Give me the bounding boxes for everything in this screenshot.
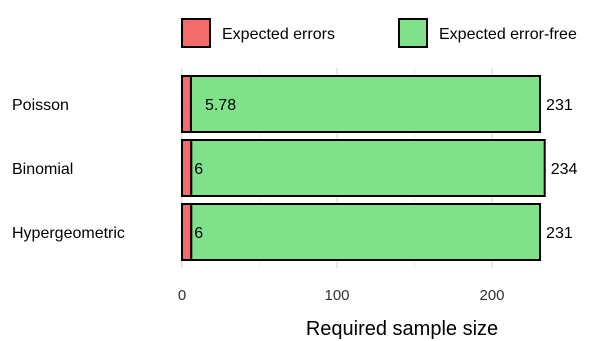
category-label: Poisson bbox=[12, 97, 69, 114]
x-tick-label: 100 bbox=[324, 287, 349, 304]
legend-swatch bbox=[398, 18, 428, 48]
legend: Expected errors Expected error-free bbox=[181, 18, 577, 48]
bar-expected-errors bbox=[181, 203, 193, 261]
x-tick-label: 200 bbox=[479, 287, 504, 304]
errors-data-label: 6 bbox=[194, 161, 203, 178]
bar-expected-error-free bbox=[189, 75, 542, 133]
bar-expected-errors bbox=[181, 139, 193, 197]
errors-data-label: 5.78 bbox=[205, 97, 236, 114]
bar-expected-error-free bbox=[190, 203, 542, 261]
bar-expected-error-free bbox=[190, 139, 546, 197]
total-data-label: 231 bbox=[546, 97, 573, 114]
total-data-label: 231 bbox=[546, 225, 573, 242]
bar-expected-errors bbox=[181, 75, 192, 133]
category-labels: Poisson Binomial Hypergeometric bbox=[12, 97, 125, 242]
legend-label: Expected error-free bbox=[439, 26, 577, 43]
x-tick-label: 0 bbox=[178, 287, 186, 304]
legend-label: Expected errors bbox=[222, 26, 335, 43]
category-label: Binomial bbox=[12, 161, 73, 178]
x-axis-ticks: 0 100 200 bbox=[178, 287, 505, 304]
category-label: Hypergeometric bbox=[12, 225, 125, 242]
x-axis-title: Required sample size bbox=[306, 318, 498, 340]
total-data-label: 234 bbox=[551, 161, 578, 178]
legend-swatch bbox=[181, 18, 211, 48]
bars: 5.78 231 6 234 6 231 bbox=[181, 75, 578, 261]
errors-data-label: 6 bbox=[194, 225, 203, 242]
